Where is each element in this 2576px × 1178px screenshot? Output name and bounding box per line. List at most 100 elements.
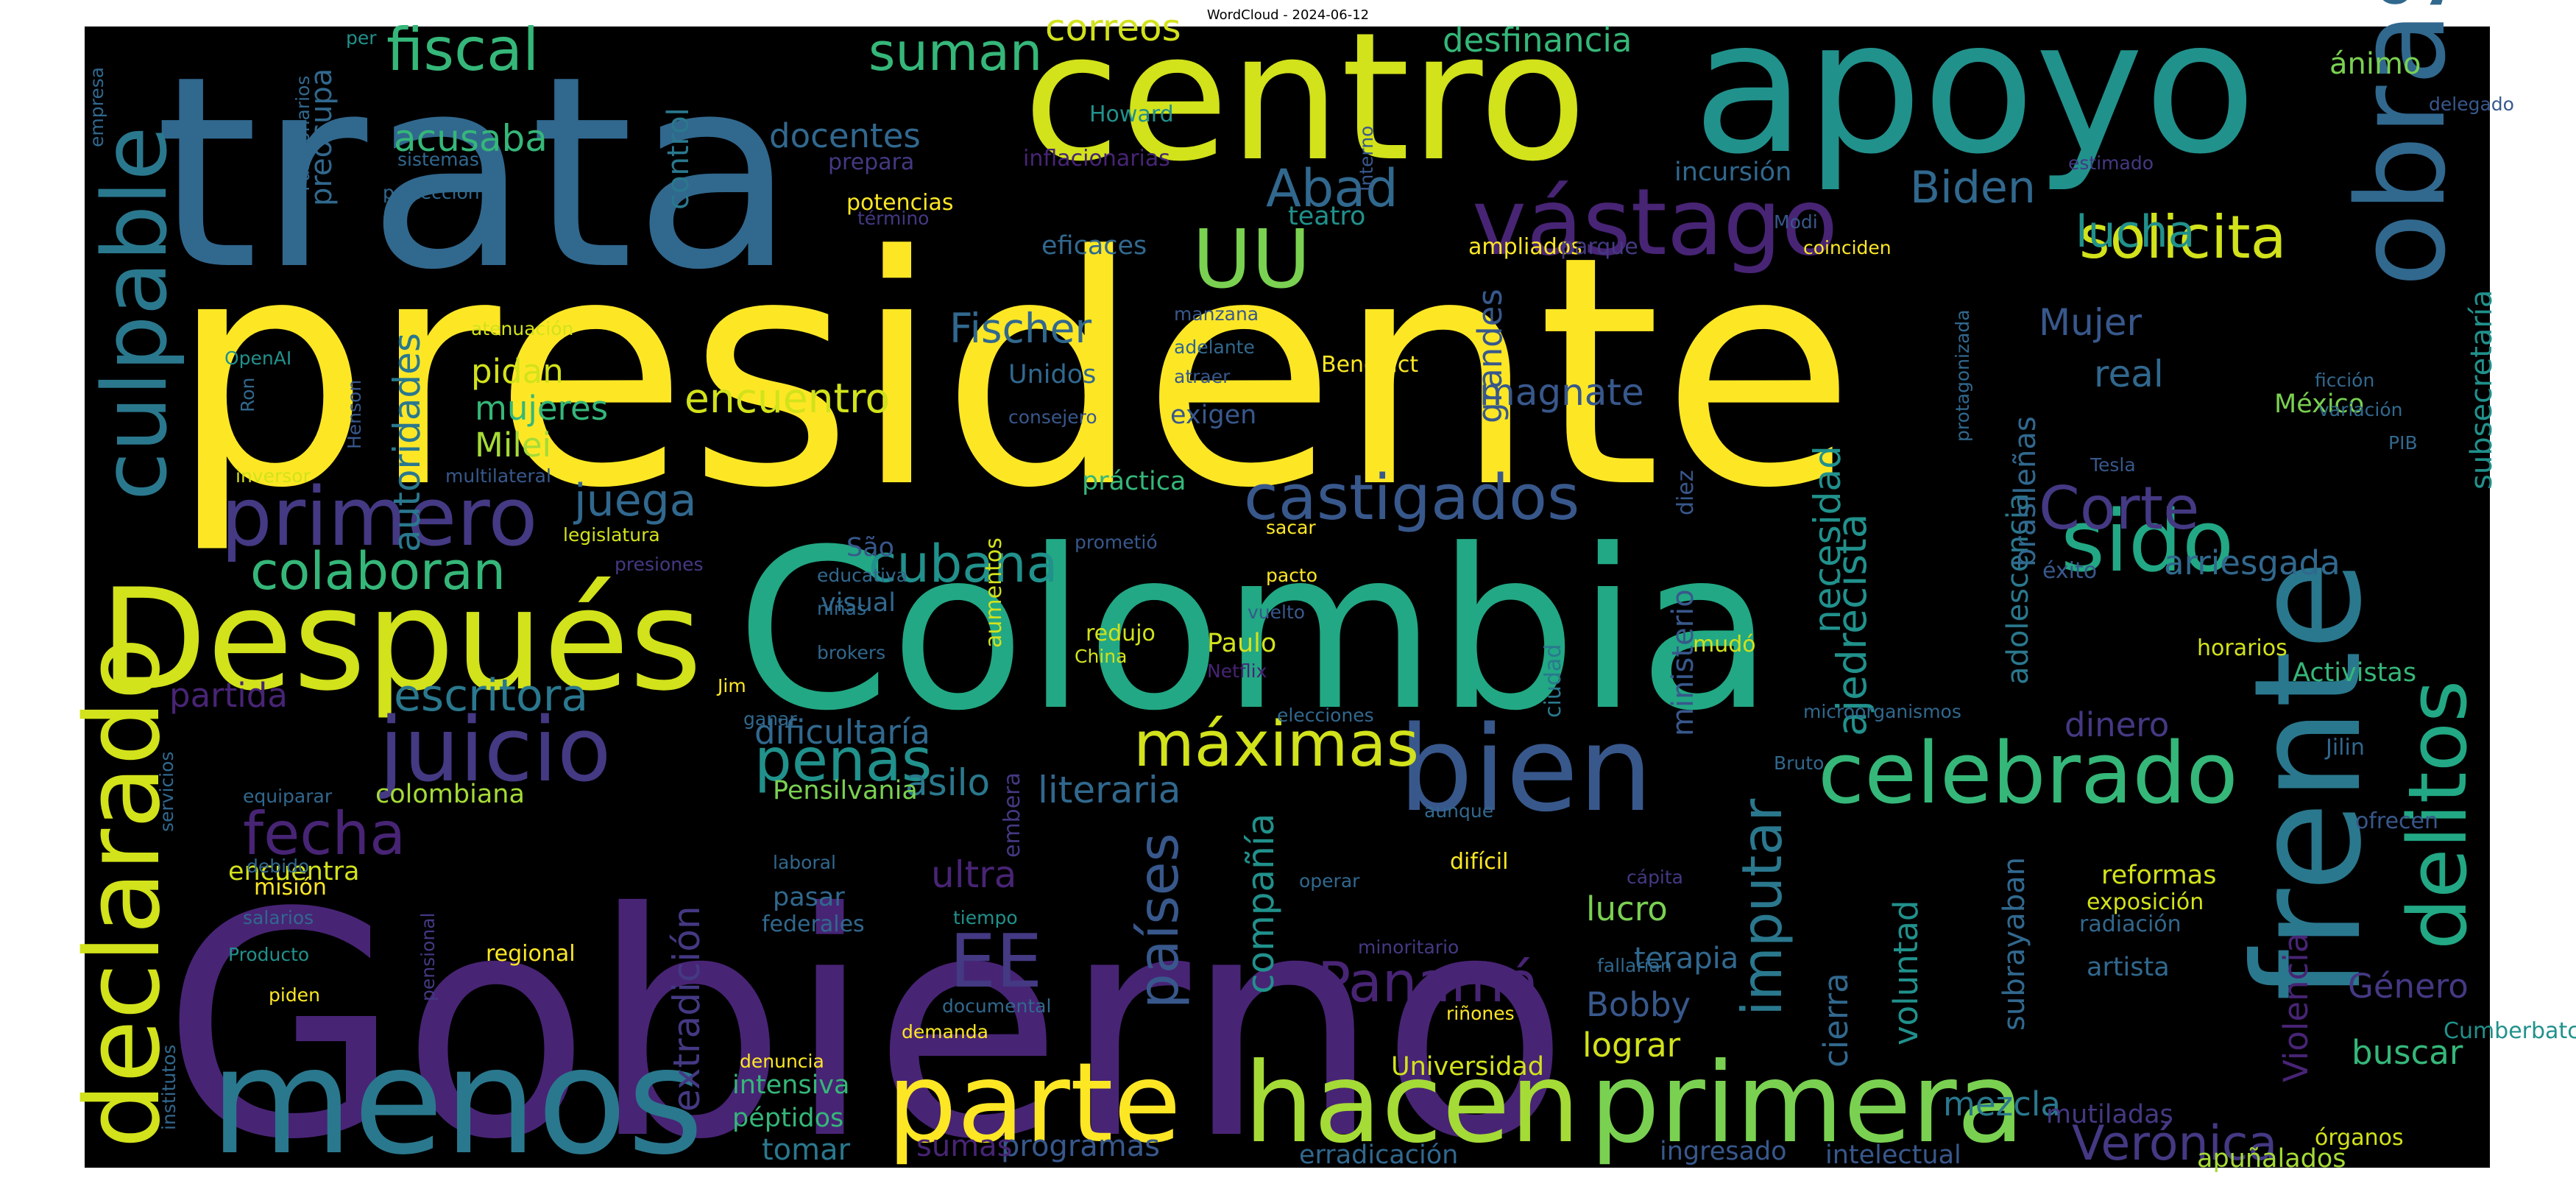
word-139: coinciden — [1803, 237, 1892, 258]
word-146: atenuación — [471, 318, 573, 339]
word-54: preocupa — [305, 68, 339, 206]
word-119: reformas — [2101, 861, 2216, 890]
word-168: Netflix — [1207, 660, 1267, 682]
word-115: práctica — [1082, 467, 1186, 496]
word-190: piden — [269, 984, 320, 1006]
word-40: suman — [868, 22, 1042, 82]
word-148: Ron — [237, 378, 258, 412]
word-82: dinero — [2064, 705, 2169, 744]
word-174: cápita — [1627, 867, 1683, 888]
word-98: erradicación — [1299, 1140, 1458, 1170]
word-38: encuentro — [684, 375, 890, 422]
word-67: literaria — [1038, 769, 1181, 811]
word-105: São — [846, 533, 894, 562]
word-13: declarado — [63, 637, 183, 1149]
word-121: radiación — [2079, 911, 2182, 937]
word-114: incursión — [1674, 158, 1791, 187]
word-152: atraer — [1174, 366, 1231, 387]
word-34: escritora — [394, 670, 588, 722]
word-126: protagonizada — [1952, 309, 1973, 442]
word-93: programas — [1001, 1129, 1160, 1163]
word-62: brasileñas — [2009, 416, 2042, 567]
word-154: Benedict — [1321, 352, 1418, 378]
word-15: bien — [1398, 700, 1653, 838]
word-113: teatro — [1288, 202, 1365, 231]
word-55: autoridades — [386, 333, 428, 552]
word-5: centro — [1023, 0, 1587, 200]
word-101: órganos — [2315, 1125, 2404, 1151]
word-134: estimado — [2068, 152, 2154, 174]
word-25: Corte — [2039, 474, 2199, 543]
word-72: lograr — [1582, 1026, 1681, 1065]
word-91: péptidos — [732, 1104, 843, 1133]
word-36: lucha — [2076, 206, 2195, 258]
word-51: ánimo — [2329, 47, 2421, 81]
word-22: castigados — [1244, 462, 1579, 535]
word-0: presidente — [169, 189, 1856, 557]
word-122: Cumberbatch — [2444, 1018, 2576, 1044]
word-74: voluntad — [1886, 900, 1925, 1046]
word-159: educativa — [817, 565, 907, 586]
word-177: fallarían — [1597, 955, 1672, 976]
word-147: OpenAI — [224, 348, 291, 369]
word-79: mezcla — [1943, 1084, 2061, 1124]
word-50: desfinancia — [1443, 21, 1632, 60]
word-99: mutiladas — [2046, 1100, 2173, 1129]
word-87: encuentra — [228, 857, 359, 886]
word-60: ajedrecista — [1828, 514, 1875, 736]
word-144: Funcionarios — [292, 76, 314, 191]
word-103: artista — [2087, 953, 2170, 982]
word-80: grandes — [1471, 289, 1510, 423]
word-182: servicios — [156, 752, 177, 832]
word-19: vástago — [1472, 169, 1838, 276]
words-layer: presidente Gobierno Colombia trata apoyo cent… — [63, 0, 2576, 1178]
word-136: Interno — [1356, 126, 1377, 191]
word-197: variación — [2318, 399, 2403, 420]
word-64: arriesgada — [2164, 543, 2340, 582]
word-165: vuelto — [1248, 602, 1305, 623]
word-191: pensional — [417, 913, 439, 1001]
word-59: necesidad — [1806, 445, 1849, 633]
word-125: diez — [1673, 470, 1699, 515]
word-46: juega — [573, 475, 696, 526]
word-102: Activistas — [2293, 658, 2416, 688]
word-143: per — [346, 27, 377, 49]
word-123: Jilin — [2324, 735, 2365, 761]
word-26: UU — [1192, 212, 1311, 306]
word-184: debido — [247, 856, 309, 877]
word-133: inflacionarias — [1023, 146, 1170, 172]
word-162: prometió — [1075, 532, 1158, 553]
word-140: Modi — [1774, 211, 1818, 233]
word-43: Abad — [1266, 158, 1398, 219]
word-199: Tesla — [2090, 454, 2136, 476]
word-189: Producto — [228, 944, 309, 965]
word-153: consejero — [1008, 406, 1097, 428]
word-4: apoyo — [1693, 0, 2257, 194]
word-29: penas — [754, 726, 932, 794]
wordcloud-background — [85, 27, 2490, 1168]
word-53: control — [662, 107, 696, 210]
word-100: apuñalados — [2197, 1144, 2346, 1174]
word-81: terapia — [1634, 942, 1738, 976]
word-89: federales — [762, 911, 865, 937]
word-130: potencias — [846, 190, 953, 216]
word-7: menos — [210, 1016, 704, 1178]
word-194: denuncia — [740, 1051, 824, 1072]
word-97: intelectual — [1825, 1140, 1961, 1170]
word-151: adelante — [1174, 336, 1255, 358]
word-23: máximas — [1133, 708, 1419, 781]
word-83: ultra — [931, 853, 1016, 896]
word-70: lucro — [1586, 889, 1668, 928]
word-176: minoritario — [1358, 937, 1459, 958]
word-106: visual — [821, 588, 896, 618]
word-187: tiempo — [953, 907, 1018, 928]
word-1: Gobierno — [162, 847, 1570, 1178]
word-193: demanda — [902, 1021, 988, 1043]
word-198: PIB — [2388, 432, 2418, 454]
word-132: prepara — [828, 149, 914, 175]
word-124: ofrecen — [2355, 808, 2438, 834]
word-10: primera — [1590, 1040, 2025, 1168]
word-118: horarios — [2197, 635, 2287, 661]
word-171: Bruto — [1774, 752, 1824, 774]
